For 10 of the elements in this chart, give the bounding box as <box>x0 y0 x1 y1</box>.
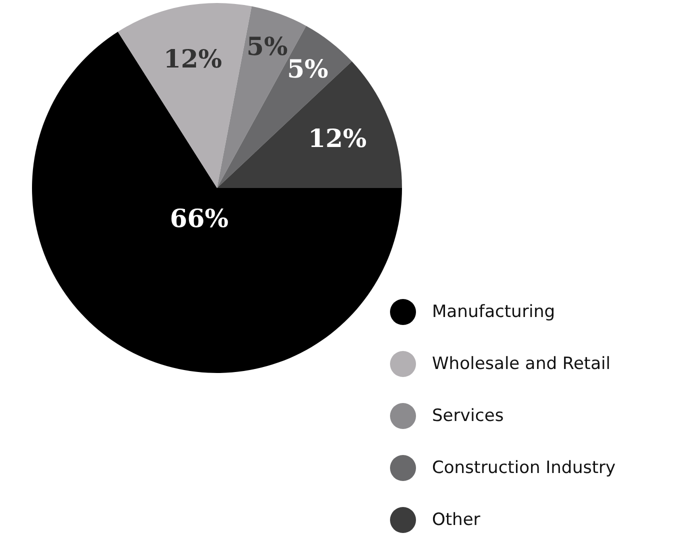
legend-label: Construction Industry <box>432 458 616 478</box>
data-label: 66% <box>170 204 229 233</box>
data-label: 12% <box>308 124 367 153</box>
legend-label: Other <box>432 510 480 530</box>
legend-label: Wholesale and Retail <box>432 354 610 374</box>
legend-label: Services <box>432 406 504 426</box>
data-label: 5% <box>246 32 288 62</box>
legend-label: Manufacturing <box>432 302 556 322</box>
data-label: 12% <box>163 44 222 74</box>
data-label: 5% <box>287 54 329 84</box>
